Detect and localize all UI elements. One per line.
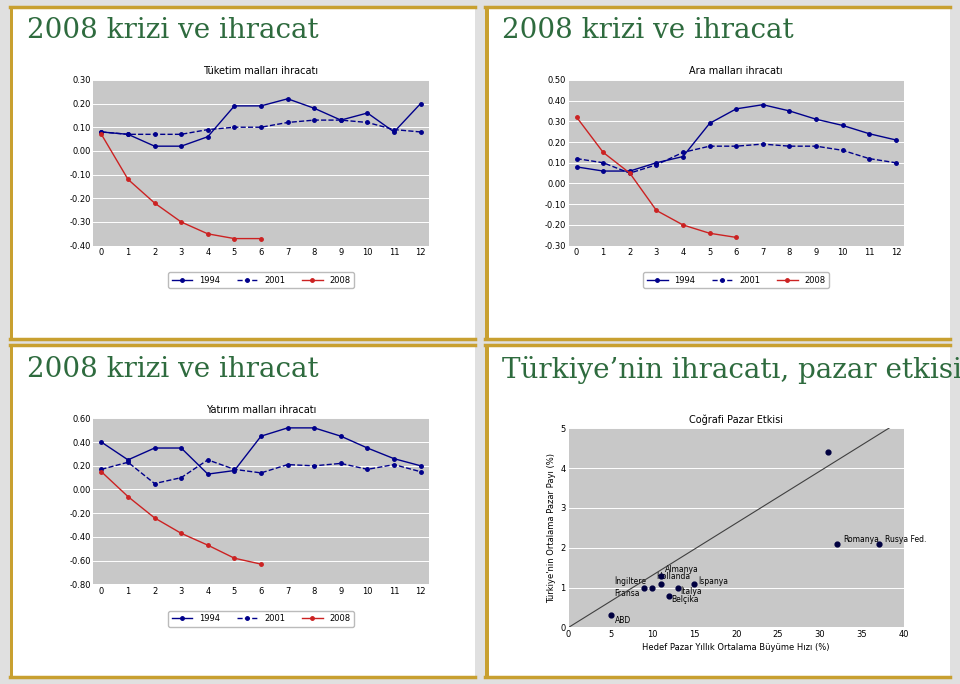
Point (661, 590, 677, 601)
Text: Fransa: Fransa (614, 588, 640, 598)
Text: 2008 krizi ve ihracat: 2008 krizi ve ihracat (502, 17, 794, 44)
Point (821, 447, 836, 458)
Legend: 1994, 2001, 2008: 1994, 2001, 2008 (643, 272, 829, 288)
Text: Almanya: Almanya (665, 566, 699, 575)
Title: Ara malları ihracatı: Ara malları ihracatı (689, 66, 783, 77)
Point (686, 578, 702, 589)
Point (653, 570, 668, 581)
Y-axis label: Türkiye'nin Ortalama Pazar Payı (%): Türkiye'nin Ortalama Pazar Payı (%) (547, 453, 556, 603)
Title: Tüketim malları ihracatı: Tüketim malları ihracatı (204, 66, 319, 77)
Text: 2008 krizi ve ihracat: 2008 krizi ve ihracat (27, 356, 319, 382)
Point (603, 610, 618, 621)
Text: İtalya: İtalya (680, 586, 702, 596)
Text: İspanya: İspanya (699, 576, 729, 586)
Text: 2008 krizi ve ihracat: 2008 krizi ve ihracat (27, 17, 319, 44)
Text: İngiltere: İngiltere (614, 577, 647, 586)
Title: Coğrafi Pazar Etkisi: Coğrafi Pazar Etkisi (689, 415, 783, 425)
Point (653, 578, 668, 589)
Point (871, 538, 886, 549)
Text: ABD: ABD (614, 616, 631, 624)
Legend: 1994, 2001, 2008: 1994, 2001, 2008 (168, 272, 354, 288)
Text: Türkiye’nin ihracatı, pazar etkisi: Türkiye’nin ihracatı, pazar etkisi (502, 356, 960, 384)
Point (670, 582, 685, 593)
X-axis label: Hedef Pazar Yıllık Ortalama Büyüme Hızı (%): Hedef Pazar Yıllık Ortalama Büyüme Hızı … (642, 644, 830, 653)
Point (829, 538, 845, 549)
Point (645, 582, 660, 593)
Legend: 1994, 2001, 2008: 1994, 2001, 2008 (168, 611, 354, 627)
Point (636, 582, 652, 593)
Title: Yatırım malları ihracatı: Yatırım malları ihracatı (205, 405, 316, 415)
Text: Rusya Fed.: Rusya Fed. (885, 535, 926, 544)
Text: Belçika: Belçika (672, 595, 699, 605)
Text: Romanya: Romanya (844, 535, 879, 544)
Text: Hollanda: Hollanda (657, 572, 691, 581)
